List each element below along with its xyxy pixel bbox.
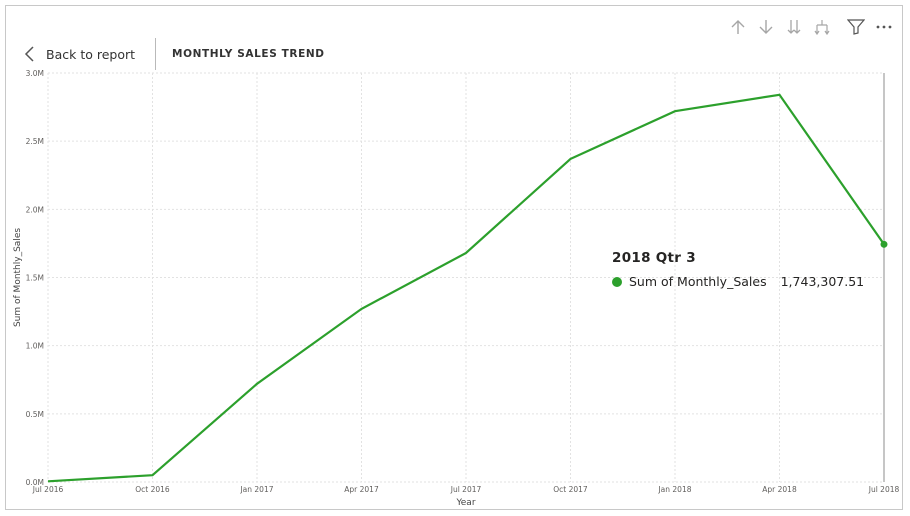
header-divider xyxy=(155,38,157,70)
y-tick-label: 0.0M xyxy=(26,478,44,487)
y-tick-label: 0.5M xyxy=(26,410,44,419)
x-tick-label: Jul 2016 xyxy=(32,485,64,494)
tooltip-title: 2018 Qtr 3 xyxy=(612,250,696,266)
back-to-report-label: Back to report xyxy=(46,46,136,62)
go-to-next-level-button[interactable] xyxy=(782,16,806,38)
series-color-dot-icon xyxy=(612,276,622,287)
tooltip-row: Sum of Monthly_Sales 1,743,307.51 xyxy=(612,274,864,289)
x-tick-label: Apr 2017 xyxy=(344,485,379,494)
x-axis-ticks: Jul 2016 Oct 2016 Jan 2017 Apr 2017 Jul 2017… xyxy=(32,485,900,494)
x-tick-label: Apr 2018 xyxy=(762,485,797,494)
x-tick-label: Oct 2016 xyxy=(135,485,170,494)
drill-down-button[interactable] xyxy=(754,16,778,38)
y-axis-title: Sum of Monthly_Sales xyxy=(13,228,23,327)
y-tick-label: 1.5M xyxy=(26,274,44,283)
x-tick-label: Jan 2018 xyxy=(657,485,691,494)
x-tick-label: Jan 2017 xyxy=(239,485,273,494)
expand-next-level-button[interactable] xyxy=(810,16,834,38)
data-point[interactable] xyxy=(880,240,888,248)
y-tick-label: 3.0M xyxy=(26,69,44,78)
back-to-report-button[interactable]: Back to report xyxy=(24,46,135,62)
arrow-down-icon xyxy=(759,20,773,34)
y-axis-ticks: 0.0M 0.5M 1.0M 1.5M 2.0M 2.5M 3.0M xyxy=(26,69,44,487)
double-arrow-down-icon xyxy=(787,20,801,34)
arrow-up-icon xyxy=(731,20,745,34)
x-tick-label: Oct 2017 xyxy=(553,485,588,494)
line-chart[interactable]: 0.0M 0.5M 1.0M 1.5M 2.0M 2.5M 3.0M Jul 2016 Oct… xyxy=(6,6,902,509)
x-axis-title: Year xyxy=(455,498,475,508)
tooltip-value: 1,743,307.51 xyxy=(780,274,865,289)
y-tick-label: 2.5M xyxy=(26,137,44,146)
chevron-left-icon xyxy=(24,46,34,62)
drill-up-button[interactable] xyxy=(726,16,750,38)
visual-header-toolbar xyxy=(726,16,896,38)
visual-focus-frame: Back to report MONTHLY SALES TREND 0.0M 0… xyxy=(5,5,903,510)
y-tick-label: 1.0M xyxy=(26,342,44,351)
expand-hierarchy-icon xyxy=(814,20,830,35)
visual-title: MONTHLY SALES TREND xyxy=(172,48,325,60)
series-line-monthly-sales xyxy=(47,93,885,483)
filter-icon xyxy=(847,19,865,35)
x-tick-label: Jul 2018 xyxy=(868,485,900,494)
more-options-icon xyxy=(876,25,892,29)
tooltip-series-label: Sum of Monthly_Sales xyxy=(629,274,767,289)
x-tick-label: Jul 2017 xyxy=(450,485,482,494)
y-tick-label: 2.0M xyxy=(26,205,44,214)
filter-button[interactable] xyxy=(844,16,868,38)
series-points xyxy=(880,240,888,248)
data-tooltip: 2018 Qtr 3 Sum of Monthly_Sales 1,743,30… xyxy=(612,250,864,289)
focus-mode-header: Back to report MONTHLY SALES TREND xyxy=(24,38,325,70)
more-options-button[interactable] xyxy=(872,16,896,38)
